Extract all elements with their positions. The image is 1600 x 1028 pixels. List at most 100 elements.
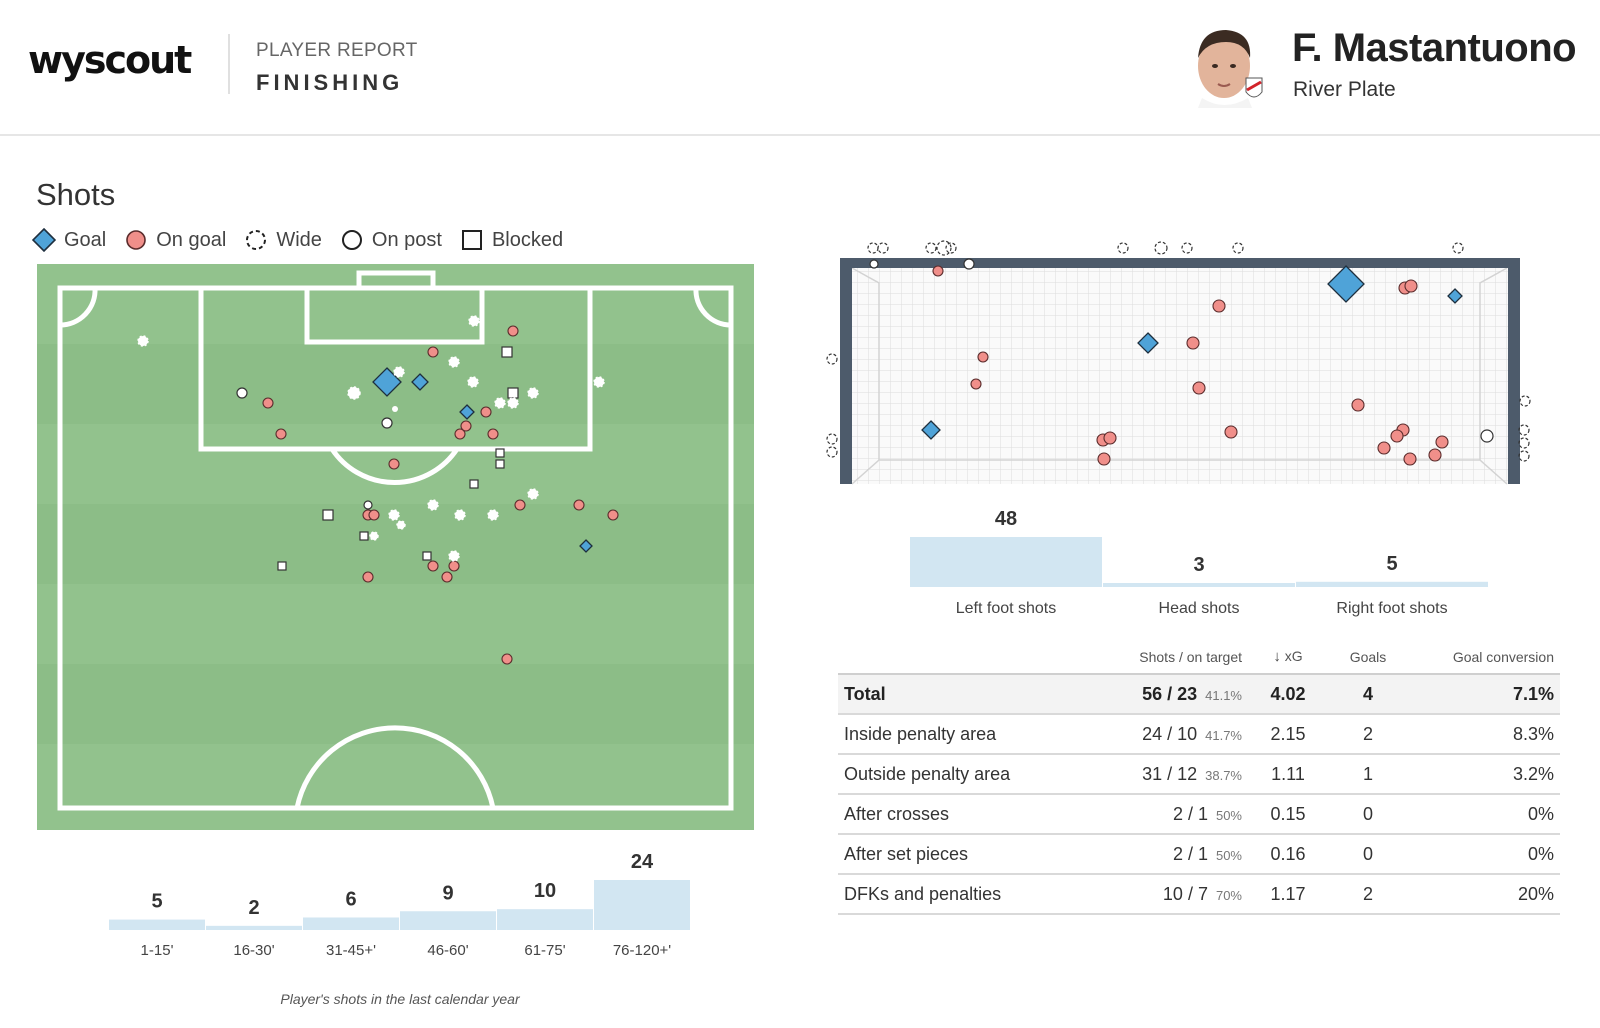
legend-wide: Wide <box>244 228 322 252</box>
on-goal-circle-icon <box>275 428 287 440</box>
bar-value-label: 10 <box>534 880 556 902</box>
wide-dashed-circle-icon <box>454 509 466 521</box>
on-goal-circle-icon <box>362 571 374 583</box>
wide-dashed-circle-icon <box>507 397 519 409</box>
shots-value: 10 / 7 <box>1162 883 1208 904</box>
col-header-label <box>838 648 1088 674</box>
shots-section-title: Shots <box>36 177 116 212</box>
bar <box>1296 581 1488 587</box>
on-target-pct: 50% <box>1215 807 1242 823</box>
bar-value-label: 9 <box>442 882 453 904</box>
on-goal-circle-icon <box>1428 448 1442 462</box>
bar <box>910 537 1102 587</box>
row-goals: 0 <box>1328 794 1408 835</box>
on-goal-circle-icon <box>368 509 380 521</box>
row-xg: 1.11 <box>1248 754 1328 795</box>
blocked-square-icon <box>277 561 287 571</box>
goal-frame <box>840 258 1520 484</box>
row-xg: 0.15 <box>1248 794 1328 835</box>
row-conversion: 20% <box>1408 874 1560 915</box>
on-goal-circle-icon <box>388 458 400 470</box>
goal-diamond-icon <box>372 367 402 397</box>
row-label: Total <box>838 674 1088 715</box>
shots-by-minute-chart: 5 1-15' 2 16-30' 6 31-45+' 9 46-60' 10 61-75' 24 76… <box>109 851 690 959</box>
on-goal-circle-icon <box>501 653 513 665</box>
report-label: PLAYER REPORT <box>256 40 418 61</box>
legend-goal: Goal <box>32 228 106 252</box>
on-goal-circle-icon <box>507 325 519 337</box>
row-goals: 2 <box>1328 714 1408 755</box>
bar <box>594 880 690 930</box>
shots-value: 2 / 1 <box>1172 843 1208 864</box>
on-goal-circle-icon <box>262 397 274 409</box>
wide-dashed-circle-icon <box>393 366 405 378</box>
row-shots: 2 / 1 50% <box>1088 834 1248 875</box>
bar-category-label: 61-75' <box>524 942 565 959</box>
player-team: River Plate <box>1293 78 1396 101</box>
bar-value-label: 6 <box>345 889 356 911</box>
shots-value: 24 / 10 <box>1142 723 1198 744</box>
col-header-xg-label: xG <box>1284 648 1303 664</box>
on-target-pct: 41.7% <box>1205 727 1242 743</box>
report-title: FINISHING <box>256 70 404 95</box>
row-label: Inside penalty area <box>838 714 1088 755</box>
on-target-pct: 70% <box>1215 887 1242 903</box>
row-xg: 4.02 <box>1248 674 1328 715</box>
blocked-square-icon <box>461 230 482 250</box>
row-label: DFKs and penalties <box>838 874 1088 915</box>
row-xg: 2.15 <box>1248 714 1328 755</box>
penalty-spot <box>392 406 398 412</box>
wide-dashed-circle-icon <box>1518 437 1530 449</box>
bar-value-label: 2 <box>248 897 259 919</box>
wide-dashed-circle-icon <box>1117 242 1129 254</box>
player-name: F. Mastantuono <box>1292 26 1577 70</box>
goal-placement-map <box>826 240 1531 485</box>
col-header-goals[interactable]: Goals <box>1349 648 1387 665</box>
on-goal-circle-icon <box>1212 299 1226 313</box>
on-post-circle-icon <box>963 258 975 270</box>
on-goal-circle-icon <box>1192 381 1206 395</box>
on-goal-circle-icon <box>1377 441 1391 455</box>
bar-category-label: Head shots <box>1159 600 1240 617</box>
col-header-conversion[interactable]: Goal conversion <box>1452 648 1554 665</box>
col-header-shots[interactable]: Shots / on target <box>1139 648 1242 665</box>
on-goal-circle-icon <box>460 420 472 432</box>
wide-dashed-circle-icon <box>867 242 879 254</box>
legend-label: Wide <box>276 228 322 251</box>
row-label: After crosses <box>838 794 1088 835</box>
legend-blocked: Blocked <box>460 228 563 252</box>
bar <box>206 925 302 930</box>
row-xg: 0.16 <box>1248 834 1328 875</box>
goal-diamond-icon <box>32 228 56 252</box>
on-goal-circle-icon <box>1403 452 1417 466</box>
on-post-circle-icon <box>236 387 248 399</box>
on-goal-circle-icon <box>1186 336 1200 350</box>
wide-dashed-circle-icon <box>1518 450 1530 462</box>
row-conversion: 7.1% <box>1408 674 1560 715</box>
on-goal-circle-icon <box>448 560 460 572</box>
wide-dashed-circle-icon <box>826 446 838 458</box>
row-shots: 56 / 23 41.1% <box>1088 674 1248 715</box>
bar-category-label: 76-120+' <box>613 942 671 959</box>
bar-category-label: 16-30' <box>233 942 274 959</box>
row-shots: 10 / 7 70% <box>1088 874 1248 915</box>
shots-legend: Goal On goal Wide On post Blocked <box>32 226 581 254</box>
col-header-xg[interactable]: ↓ xG <box>1248 648 1328 674</box>
wide-dashed-circle-icon <box>1519 395 1531 407</box>
on-goal-circle-icon <box>1103 431 1117 445</box>
blocked-square-icon <box>507 387 519 399</box>
bar <box>497 909 593 930</box>
legend-on-goal: On goal <box>124 228 226 252</box>
sort-desc-icon: ↓ <box>1273 648 1281 665</box>
on-goal-circle-icon <box>514 499 526 511</box>
bar-category-label: 46-60' <box>427 942 468 959</box>
on-goal-circle-icon <box>454 428 466 440</box>
goal-diamond-icon <box>1327 265 1365 303</box>
legend-label: Blocked <box>491 228 564 251</box>
on-goal-circle-icon <box>970 378 982 390</box>
table-row: Total 56 / 23 41.1% 4.02 4 7.1% <box>838 674 1560 715</box>
bar-category-label: Left foot shots <box>956 600 1057 617</box>
row-goals: 2 <box>1328 874 1408 915</box>
goal-diamond-icon <box>1137 332 1159 354</box>
wide-dashed-circle-icon <box>347 386 361 400</box>
